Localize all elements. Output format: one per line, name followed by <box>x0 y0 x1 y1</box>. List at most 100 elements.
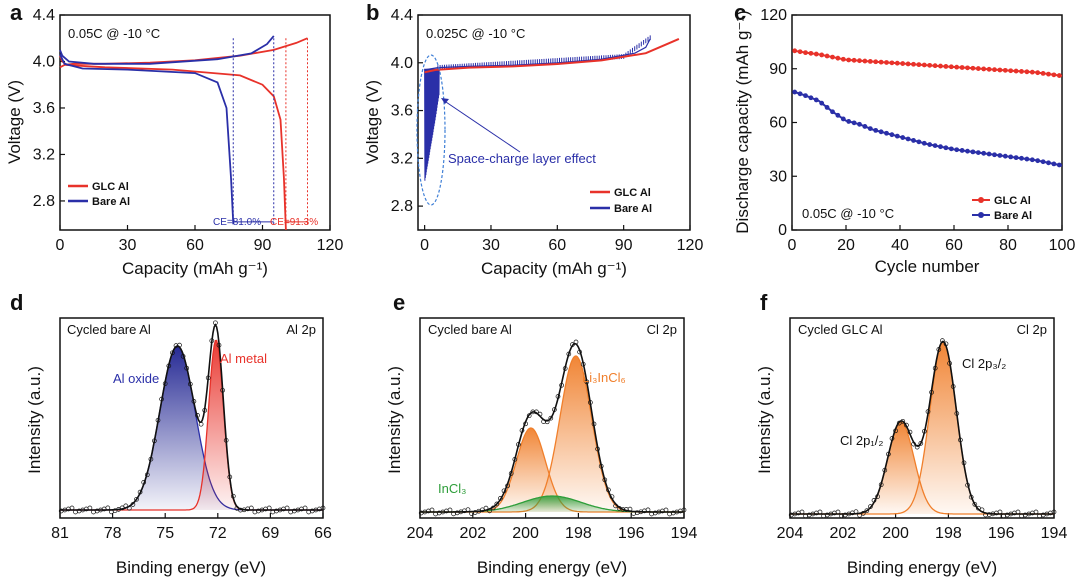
data-point-bare <box>851 120 857 126</box>
data-point-bare <box>932 143 938 149</box>
peak-label-cl-2p32: Cl 2p₃/₂ <box>962 356 1006 371</box>
x-axis-label: Cycle number <box>875 257 980 276</box>
data-point-glc <box>884 60 889 65</box>
data-point-bare <box>970 149 976 155</box>
core-level-label: Al 2p <box>286 322 316 337</box>
y-tick-label: 60 <box>769 115 787 132</box>
plot-frame <box>419 317 685 519</box>
x-axis-label: Capacity (mAh g⁻¹) <box>481 259 627 278</box>
data-point-glc <box>1029 69 1035 75</box>
x-tick-label: 80 <box>999 237 1017 254</box>
data-point-bare <box>1013 155 1019 161</box>
x-tick-label: 90 <box>615 237 633 254</box>
x-tick-label: 194 <box>1041 525 1068 542</box>
data-point-glc <box>927 62 933 68</box>
panel-b: 0 30 60 90 120 2.8 3.2 3.6 4.0 4.4 0.025C @ -10 °… <box>363 7 703 278</box>
data-point-glc <box>878 59 884 65</box>
raw-data-point <box>418 510 424 516</box>
x-tick-label: 100 <box>1049 237 1076 254</box>
data-point-bare <box>873 127 879 133</box>
data-point-glc <box>873 59 879 65</box>
data-point-bare <box>884 130 889 136</box>
raw-data-point <box>544 419 550 425</box>
data-point-bare <box>938 144 943 150</box>
x-tick-label: 0 <box>56 237 65 254</box>
y-tick-label: 120 <box>760 7 787 24</box>
data-point-glc <box>851 57 857 63</box>
y-tick-label: 90 <box>769 61 787 78</box>
data-point-glc <box>1056 73 1062 78</box>
arrow-head <box>441 98 449 104</box>
data-point-bare <box>916 139 922 145</box>
envelope-fit-line <box>790 340 1054 515</box>
data-point-bare <box>1056 162 1062 168</box>
x-tick-label: 30 <box>119 237 137 254</box>
data-point-bare <box>997 153 1003 158</box>
peak-label-al-oxide: Al oxide <box>113 371 159 386</box>
data-point-bare <box>981 150 987 156</box>
x-tick-label: 120 <box>317 237 344 254</box>
data-point-glc <box>1046 71 1051 77</box>
panel-e: 204 202 200 198 196 194 Cycled bare Al Cl 2p … <box>385 317 698 577</box>
x-tick-label: 202 <box>829 525 856 542</box>
data-point-glc <box>797 49 803 55</box>
data-point-bare <box>1051 161 1057 167</box>
data-point-bare <box>835 112 841 118</box>
data-point-bare <box>992 152 997 158</box>
x-tick-label: 198 <box>565 525 592 542</box>
plot-frame <box>789 317 1055 519</box>
series-line-bare <box>59 54 235 225</box>
x-axis-label: Capacity (mAh g⁻¹) <box>122 259 268 278</box>
series-line-bare <box>59 35 275 65</box>
data-point-glc <box>986 66 992 72</box>
annotation-arrow <box>442 99 521 153</box>
data-point-bare <box>824 105 830 110</box>
y-tick-label: 0 <box>778 222 787 239</box>
panel-label-d: d <box>10 290 23 315</box>
y-tick-label: 4.4 <box>33 7 55 24</box>
legend-label-glc: GLC Al <box>92 181 129 193</box>
data-point-bare <box>1024 156 1030 162</box>
data-point-bare <box>986 151 992 157</box>
condition-annotation: 0.025C @ -10 °C <box>426 26 525 41</box>
data-point-bare <box>894 133 900 139</box>
data-point-glc <box>932 63 938 69</box>
x-tick-label: 194 <box>671 525 698 542</box>
series-line-bare <box>794 91 1063 167</box>
data-point-bare <box>803 93 808 99</box>
data-point-bare <box>927 142 933 147</box>
series-line-bare-envelope <box>424 38 651 71</box>
x-axis-label: Binding energy (eV) <box>847 558 997 577</box>
x-tick-label: 198 <box>935 525 962 542</box>
data-point-bare <box>813 97 819 103</box>
y-tick-label: 2.8 <box>33 193 55 210</box>
plot-frame <box>417 14 691 231</box>
peak-label-al-metal: Al metal <box>220 351 267 366</box>
x-tick-label: 81 <box>51 525 69 542</box>
peak-label-cl-2p12: Cl 2p₁/₂ <box>840 433 883 448</box>
data-point-glc <box>1002 67 1008 73</box>
sample-annotation: Cycled GLC Al <box>798 322 883 337</box>
data-point-glc <box>1024 69 1030 75</box>
peak-fill <box>60 346 323 510</box>
data-point-glc <box>970 65 976 71</box>
panel-c: 0 20 40 60 80 100 0 30 60 90 120 0.05C @ -10 °C GL… <box>733 7 1075 276</box>
panel-label-c: c <box>734 0 746 25</box>
x-tick-label: 196 <box>618 525 645 542</box>
data-point-glc <box>965 65 970 71</box>
panel-label-e: e <box>393 290 405 315</box>
data-point-bare <box>1019 155 1024 161</box>
core-level-label: Cl 2p <box>1017 322 1047 337</box>
condition-annotation: 0.05C @ -10 °C <box>802 206 894 221</box>
legend-marker-bare <box>978 212 984 218</box>
data-point-bare <box>878 129 884 135</box>
data-point-bare <box>1029 157 1035 163</box>
data-point-glc <box>1008 68 1014 74</box>
raw-data-point <box>972 501 978 507</box>
data-point-bare <box>965 148 970 154</box>
data-point-bare <box>1035 158 1041 164</box>
data-point-glc <box>857 58 862 64</box>
data-point-bare <box>900 135 906 140</box>
y-tick-label: 2.8 <box>391 198 413 215</box>
